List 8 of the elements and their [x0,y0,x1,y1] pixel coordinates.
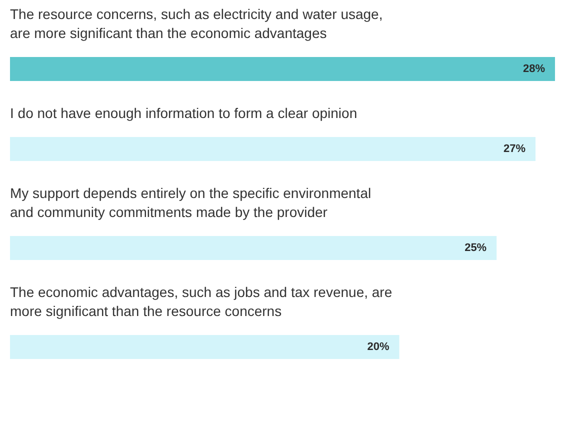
data-label: 20% [367,341,390,353]
data-label: 28% [522,63,546,75]
y-tick-label: My support depends entirely on the specific environmental and community commitments made by the provider [10,185,372,220]
data-label: 27% [504,143,526,155]
y-tick-label: The economic advantages, such as jobs and tax revenue, are more significant than the resource concerns [10,284,392,319]
data-label: 25% [464,242,487,254]
y-tick-label: I do not have enough information to form a clear opinion [10,105,358,121]
y-tick-label: The resource concerns, such as electricity and water usage, are more significant than the economic advantages [10,6,383,41]
